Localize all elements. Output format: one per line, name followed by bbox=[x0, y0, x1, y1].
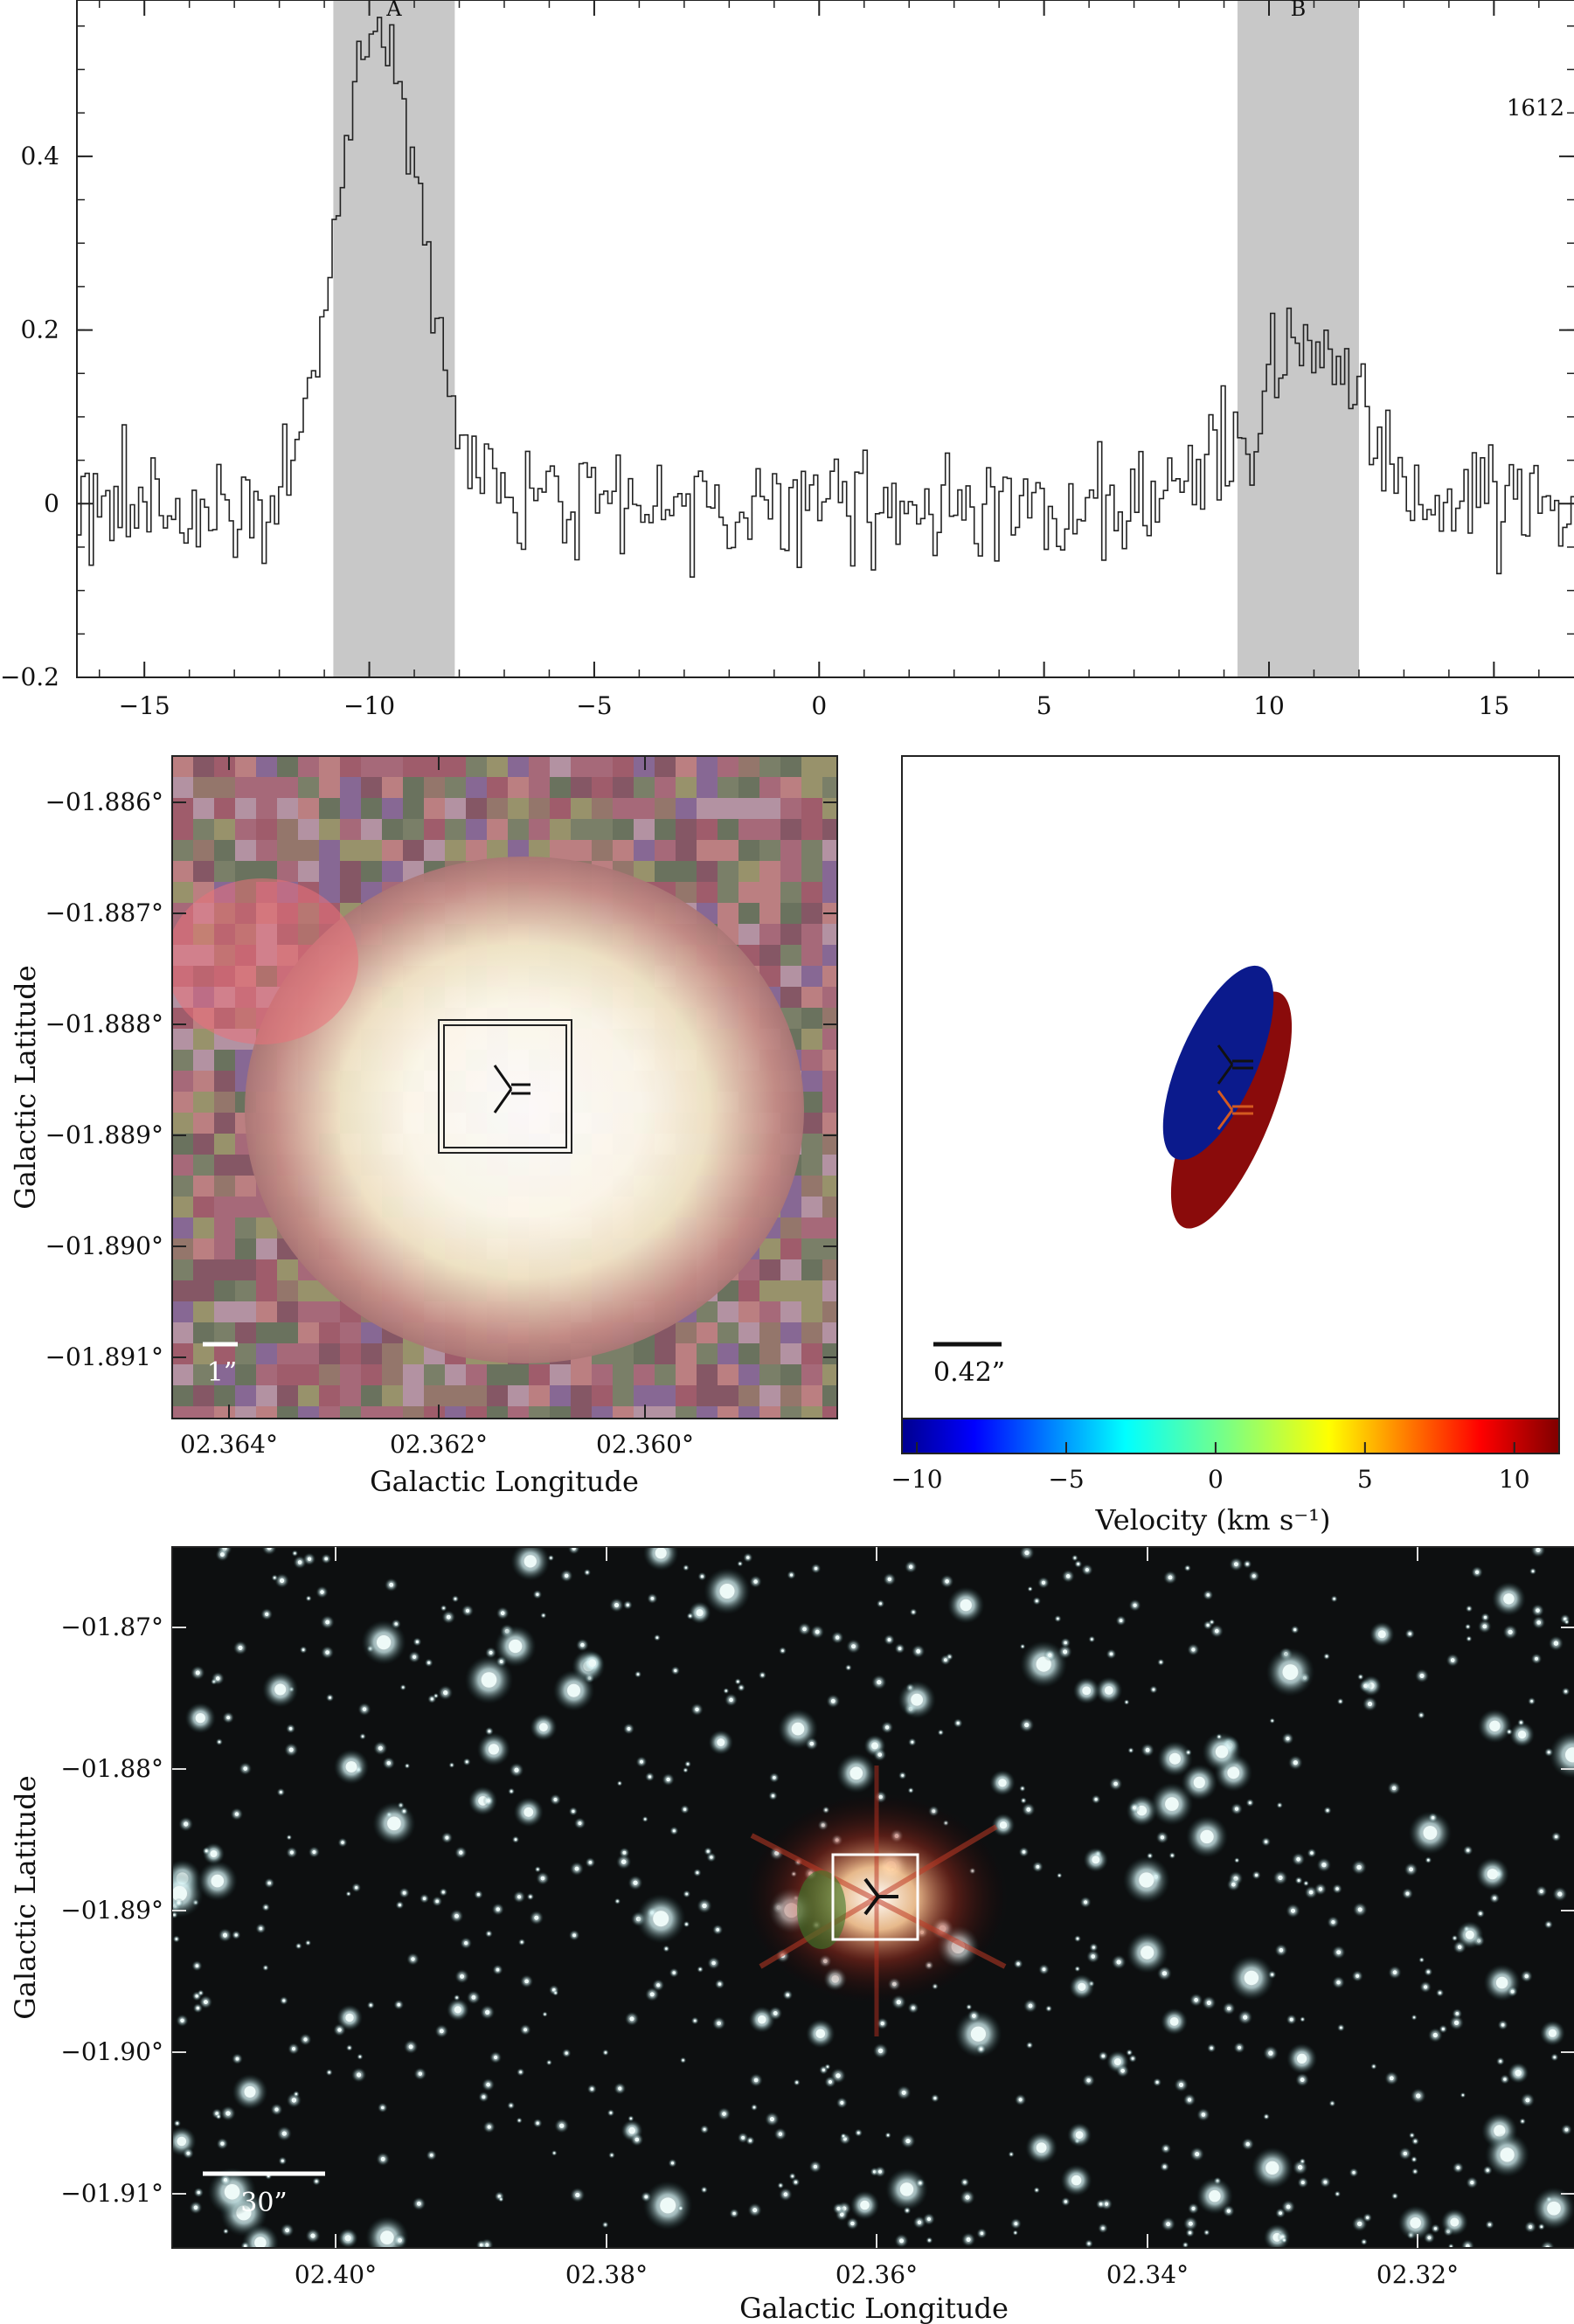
red-lobe bbox=[172, 878, 358, 1044]
blue-maser-spot bbox=[1162, 965, 1274, 1161]
velocity-colorbar bbox=[901, 1418, 1560, 1454]
bottom-ytick-label: −01.88° bbox=[60, 1754, 163, 1783]
spectrum-xtick-label: −5 bbox=[576, 691, 612, 720]
colorbar-tick-label: 5 bbox=[1357, 1465, 1373, 1494]
spectrum-xtick-label: 5 bbox=[1037, 691, 1052, 720]
mid-left-xlabel: Galactic Longitude bbox=[370, 1465, 639, 1498]
maser-marker-red-icon bbox=[1217, 1090, 1253, 1130]
spectrum-xtick-label: 0 bbox=[811, 691, 827, 720]
bottom-xtick-label: 02.40° bbox=[295, 2260, 377, 2289]
spectrum-xtick-label: 15 bbox=[1479, 691, 1510, 720]
shaded-region-b bbox=[1237, 0, 1359, 677]
mid-left-ylabel: Galactic Latitude bbox=[9, 965, 42, 1209]
mid-left-ytick-label: −01.888° bbox=[45, 1009, 163, 1038]
zoom-box-inner bbox=[443, 1024, 567, 1148]
bottom-zoom-box bbox=[831, 1853, 919, 1941]
mid-right-scalebar-label: 0.42” bbox=[933, 1357, 1005, 1388]
bright-core bbox=[245, 857, 804, 1363]
spectrum-ytick-label: −0.2 bbox=[0, 663, 59, 691]
region-label-a: A bbox=[385, 0, 402, 21]
bottom-xtick-label: 02.36° bbox=[836, 2260, 918, 2289]
bottom-ytick-label: −01.90° bbox=[60, 2037, 163, 2066]
spectrum-xtick-label: −10 bbox=[343, 691, 395, 720]
shaded-region-a bbox=[333, 0, 455, 677]
bottom-ytick-label: −01.89° bbox=[60, 1896, 163, 1925]
mid-left-ytick-label: −01.891° bbox=[45, 1342, 163, 1371]
spectrum-xtick-label: 10 bbox=[1253, 691, 1285, 720]
colorbar-tick-label: −5 bbox=[1048, 1465, 1084, 1494]
mid-left-ticks: −01.886° −01.887° −01.888° −01.889° −01.890°… bbox=[45, 756, 837, 1459]
spectrum-ytick-label: 0.2 bbox=[20, 316, 59, 344]
colorbar-label: Velocity (km s⁻¹) bbox=[1095, 1503, 1331, 1537]
bottom-xtick-label: 02.34° bbox=[1106, 2260, 1189, 2289]
bottom-xtick-label: 02.38° bbox=[565, 2260, 648, 2289]
bottom-ylabel: Galactic Latitude bbox=[9, 1775, 42, 2019]
colorbar-tick-label: 0 bbox=[1208, 1465, 1224, 1494]
bottom-ytick-label: −01.87° bbox=[60, 1613, 163, 1641]
spectrum-xtick-label: −15 bbox=[119, 691, 170, 720]
scalebar-label: 1” bbox=[207, 1357, 237, 1388]
colorbar-tick-label: 10 bbox=[1499, 1465, 1530, 1494]
bottom-xlabel: Galactic Longitude bbox=[739, 2292, 1009, 2324]
colorbar-tick-label: −10 bbox=[891, 1465, 943, 1494]
colorbar-ticks: −10 −5 0 5 10 bbox=[891, 1442, 1530, 1494]
bottom-xtick-label: 02.32° bbox=[1376, 2260, 1459, 2289]
region-label-b: B bbox=[1291, 0, 1307, 21]
spectrum-ytick-label: 0 bbox=[44, 489, 59, 517]
mid-left-ytick-label: −01.890° bbox=[45, 1231, 163, 1260]
spectrum-line bbox=[77, 17, 1574, 578]
mid-left-ytick-label: −01.887° bbox=[45, 898, 163, 927]
bottom-ytick-label: −01.91° bbox=[60, 2179, 163, 2208]
bottom-maser-marker-icon bbox=[863, 1877, 898, 1916]
spectrum-ytick-label: 0.4 bbox=[20, 142, 59, 170]
mid-left-xtick-label: 02.362° bbox=[390, 1430, 488, 1459]
maser-marker-blue-icon bbox=[1217, 1044, 1253, 1085]
mid-left-xtick-label: 02.364° bbox=[180, 1430, 278, 1459]
label-1612: 1612 bbox=[1507, 95, 1564, 121]
bottom-panel: 30” −01.87° −01.88° −01.89° −01.90° −01.91° 0… bbox=[9, 1546, 1574, 2324]
mid-left-ytick-label: −01.889° bbox=[45, 1120, 163, 1149]
bottom-scalebar-label: 30” bbox=[240, 2188, 288, 2218]
mid-left-ytick-label: −01.886° bbox=[45, 787, 163, 816]
mid-left-xtick-label: 02.360° bbox=[596, 1430, 694, 1459]
zoom-box-outer bbox=[438, 1019, 572, 1154]
shaded-regions bbox=[333, 0, 1359, 677]
mid-right-panel: 0.42” −10 −5 0 5 10 Velocity (km s⁻¹) bbox=[891, 755, 1560, 1537]
maser-marker-icon bbox=[493, 1065, 530, 1113]
mid-left-frame bbox=[171, 755, 838, 1419]
mid-left-panel: 1” −01.886°−01.887°−01.888°−01.889°−01.8… bbox=[9, 755, 838, 1498]
bottom-frame bbox=[171, 1546, 1574, 2249]
bottom-ticks: −01.87° −01.88° −01.89° −01.90° −01.91° 02.40… bbox=[60, 1547, 1574, 2289]
spectrum-frame bbox=[76, 0, 1574, 678]
